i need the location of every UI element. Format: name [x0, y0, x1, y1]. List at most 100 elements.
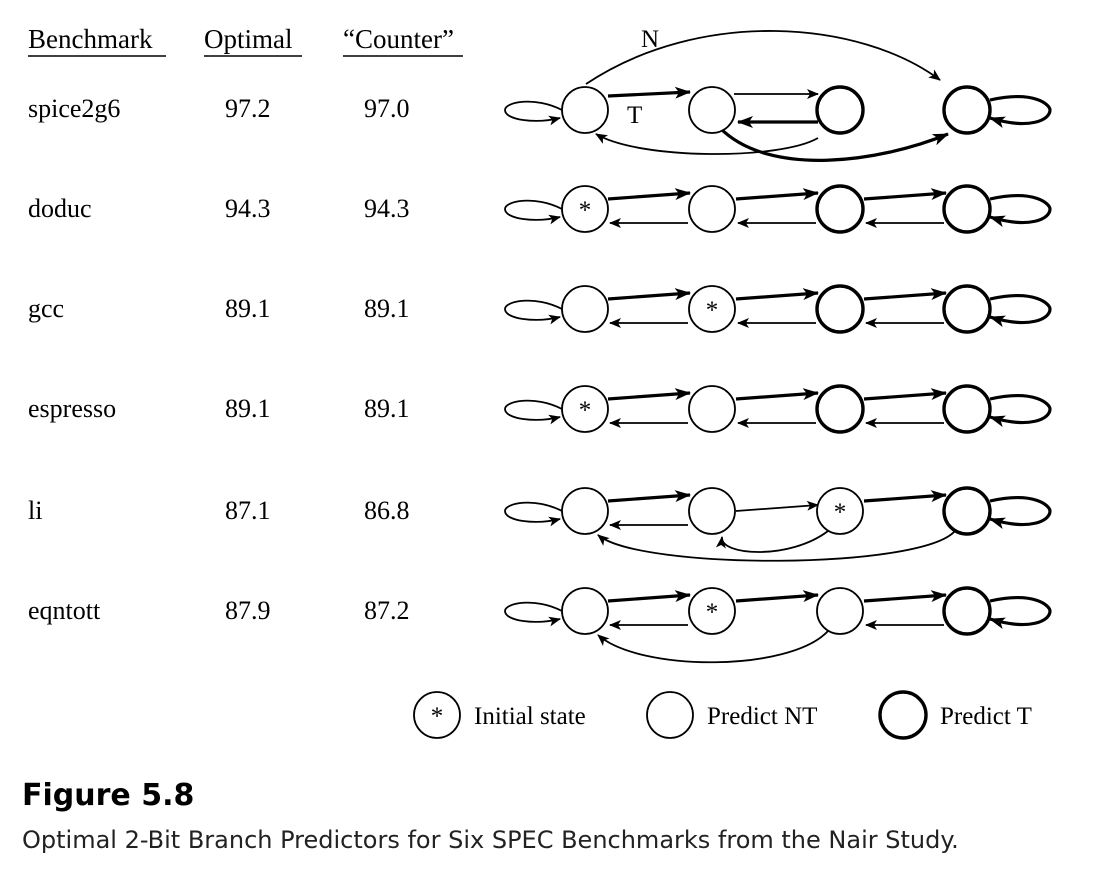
header-benchmark: Benchmark — [28, 24, 153, 54]
legend-initial-label: Initial state — [474, 703, 586, 730]
edge-1-to-2 — [735, 500, 819, 512]
state-3-predict-t — [942, 586, 992, 636]
row-optimal: 89.1 — [225, 394, 271, 423]
table-row-2: gcc 89.1 89.1 — [28, 294, 410, 323]
state-0-predict-nt — [561, 86, 609, 134]
self-loop-state-3 — [989, 95, 1052, 129]
state-1-predict-nt — [688, 487, 736, 535]
table-row-0: spice2g6 97.2 97.0 — [28, 94, 410, 123]
legend-predict-nt-icon — [646, 691, 694, 739]
figure-number: Figure 5.8 — [22, 778, 195, 813]
legend-predict-nt-label: Predict NT — [707, 703, 817, 730]
row-optimal: 87.9 — [225, 596, 271, 625]
table-row-3: espresso 89.1 89.1 — [28, 394, 410, 423]
header-optimal: Optimal — [204, 24, 293, 54]
state-0-predict-nt — [561, 587, 609, 635]
self-loop-state-0 — [504, 199, 563, 225]
self-loop-state-3 — [989, 596, 1052, 630]
row-counter: 89.1 — [364, 394, 410, 423]
edge-1-to-3 — [718, 126, 949, 162]
state-0-predict-nt — [561, 487, 609, 535]
state-2-predict-t — [815, 284, 865, 334]
table-row-5: eqntott 87.9 87.2 — [28, 596, 410, 625]
row-counter: 89.1 — [364, 294, 410, 323]
row-optimal: 87.1 — [225, 496, 271, 525]
legend-predict-t-icon — [878, 690, 928, 740]
row-counter: 87.2 — [364, 596, 410, 625]
self-loop-state-3 — [989, 194, 1052, 228]
row-counter: 97.0 — [364, 94, 410, 123]
self-loop-state-0 — [504, 100, 563, 126]
self-loop-state-3 — [989, 496, 1052, 530]
state-3-predict-t — [942, 85, 992, 135]
row-benchmark: espresso — [28, 394, 116, 423]
row-benchmark: doduc — [28, 194, 92, 223]
edge-2-to-3 — [863, 490, 947, 503]
self-loop-state-0 — [504, 399, 563, 425]
legend-initial-marker: * — [431, 703, 444, 730]
edge-0-to-1 — [607, 188, 691, 201]
row-benchmark: gcc — [28, 294, 64, 323]
edge-3-to-0 — [597, 530, 956, 562]
edge-t-0-to-1 — [607, 86, 691, 99]
state-2-predict-nt — [816, 587, 864, 635]
state-1-predict-nt — [688, 385, 736, 433]
edge-2-to-3 — [863, 590, 947, 603]
row-optimal: 89.1 — [225, 294, 271, 323]
state-2-predict-nt — [816, 487, 864, 535]
state-2-predict-t — [815, 184, 865, 234]
edge-1-to-2 — [735, 288, 819, 301]
state-diagram-spice2g6: N T — [504, 26, 1052, 162]
row-counter: 86.8 — [364, 496, 410, 525]
row-optimal: 97.2 — [225, 94, 271, 123]
self-loop-state-3 — [989, 394, 1052, 428]
state-diagram-li: * — [504, 486, 1052, 562]
edge-0-to-1 — [607, 590, 691, 603]
state-1-predict-nt — [688, 285, 736, 333]
edge-label-n: N — [641, 26, 659, 53]
edge-label-t: T — [627, 102, 642, 129]
state-0-predict-nt — [561, 385, 609, 433]
figure-caption: Optimal 2-Bit Branch Predictors for Six … — [22, 826, 959, 854]
edge-2-to-0 — [595, 133, 819, 155]
edge-2-to-1 — [715, 530, 829, 553]
row-optimal: 94.3 — [225, 194, 271, 223]
state-diagram-eqntott: * — [504, 586, 1052, 664]
state-2-predict-t — [815, 85, 865, 135]
self-loop-state-0 — [504, 601, 563, 627]
state-1-predict-nt — [688, 587, 736, 635]
edge-n-0-to-3 — [585, 30, 941, 85]
state-0-predict-nt — [561, 285, 609, 333]
header-counter: “Counter” — [343, 24, 454, 54]
edge-2-to-3 — [863, 388, 947, 401]
edge-0-to-1 — [607, 490, 691, 503]
edge-1-to-2 — [735, 188, 819, 201]
initial-state-marker: * — [834, 499, 847, 526]
table-headers: Benchmark Optimal “Counter” — [28, 24, 463, 57]
table-row-4: li 87.1 86.8 — [28, 496, 410, 525]
edge-2-to-3 — [863, 188, 947, 201]
state-1-predict-nt — [688, 86, 736, 134]
state-3-predict-t — [942, 384, 992, 434]
legend: * Initial state Predict NT Predict T — [413, 690, 1032, 740]
table-row-1: doduc 94.3 94.3 — [28, 194, 410, 223]
state-diagram-espresso: * — [504, 384, 1052, 434]
state-0-predict-nt — [561, 185, 609, 233]
row-counter: 94.3 — [364, 194, 410, 223]
edge-1-to-2 — [735, 388, 819, 401]
initial-state-marker: * — [579, 197, 592, 224]
initial-state-marker: * — [706, 599, 719, 626]
edge-1-to-2 — [735, 590, 819, 603]
edge-0-to-1 — [607, 388, 691, 401]
state-diagram-doduc: * — [504, 184, 1052, 234]
row-benchmark: eqntott — [28, 596, 101, 625]
state-3-predict-t — [942, 284, 992, 334]
initial-state-marker: * — [579, 397, 592, 424]
initial-state-marker: * — [706, 297, 719, 324]
self-loop-state-0 — [504, 299, 563, 325]
self-loop-state-3 — [989, 294, 1052, 328]
legend-predict-t-label: Predict T — [940, 703, 1032, 730]
state-2-predict-t — [815, 384, 865, 434]
self-loop-state-0 — [504, 501, 563, 527]
